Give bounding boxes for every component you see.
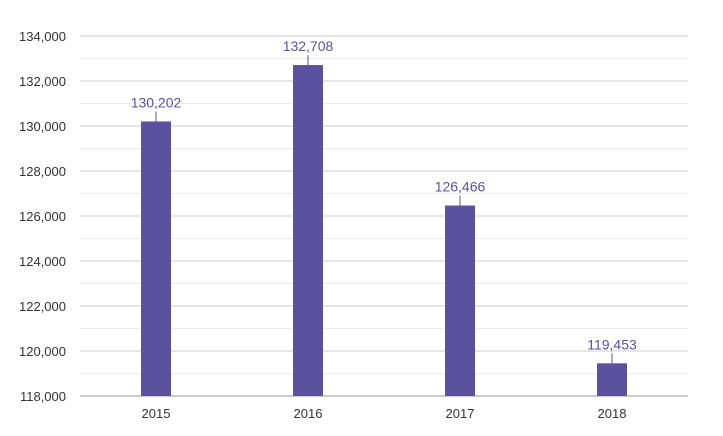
data-label: 132,708 — [283, 38, 334, 54]
x-tick-label: 2016 — [294, 406, 323, 421]
bar-2016 — [293, 65, 323, 396]
y-tick-label: 118,000 — [20, 389, 66, 404]
y-tick-label: 134,000 — [19, 29, 66, 44]
y-axis: 118,000 120,000 122,000 124,000 126,000 128,0… — [19, 29, 66, 404]
bars: 130,202 132,708 126,466 119,453 — [131, 38, 637, 396]
bar-2015 — [141, 121, 171, 396]
x-tick-label: 2018 — [598, 406, 627, 421]
data-label: 130,202 — [131, 94, 182, 110]
x-axis: 2015 2016 2017 2018 — [142, 406, 627, 421]
y-tick-label: 130,000 — [19, 119, 66, 134]
bar-2017 — [445, 205, 475, 396]
y-tick-label: 124,000 — [19, 254, 66, 269]
data-label: 126,466 — [435, 179, 486, 195]
x-tick-label: 2017 — [446, 406, 475, 421]
data-label: 119,453 — [587, 336, 637, 352]
x-tick-label: 2015 — [142, 406, 171, 421]
y-tick-label: 132,000 — [19, 74, 66, 89]
bar-2018 — [597, 363, 627, 396]
y-tick-label: 126,000 — [19, 209, 66, 224]
y-tick-label: 122,000 — [19, 299, 66, 314]
y-tick-label: 128,000 — [19, 164, 66, 179]
grid — [80, 35, 688, 397]
y-tick-label: 120,000 — [19, 344, 66, 359]
